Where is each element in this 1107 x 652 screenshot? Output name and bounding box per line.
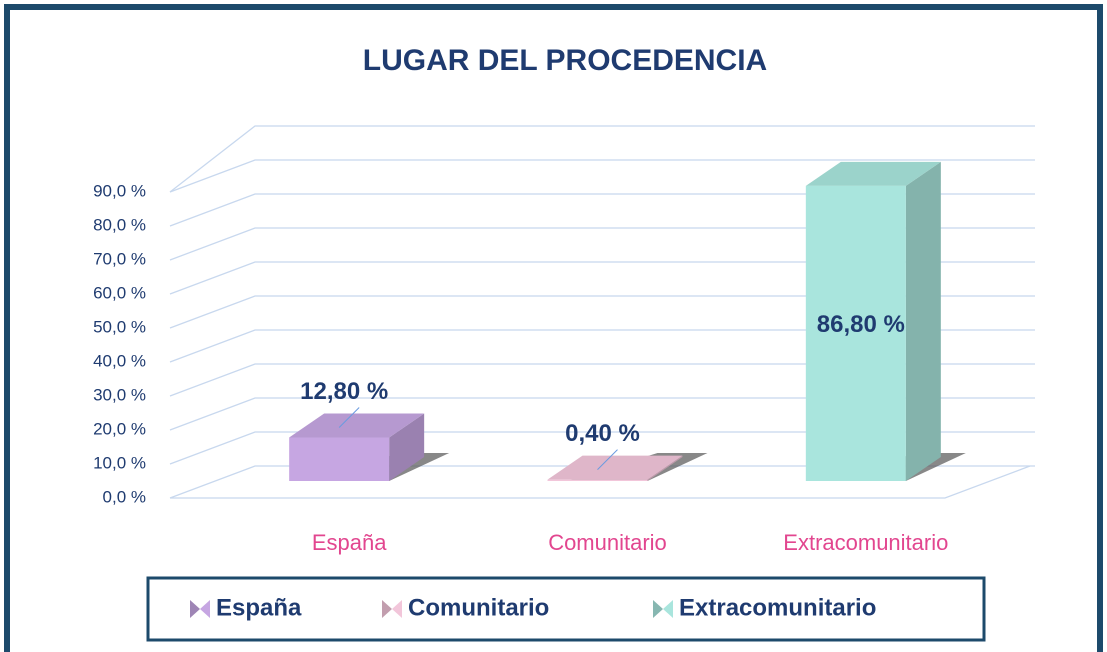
bar-top [289, 413, 425, 438]
bar-side [647, 455, 683, 481]
bar-side [905, 161, 941, 481]
grid-line [169, 227, 1035, 261]
legend-swatch [653, 600, 663, 618]
floor-edge [170, 465, 1031, 499]
y-tick-label: 40,0 % [93, 351, 146, 370]
data-label: 0,40 % [565, 420, 640, 447]
y-tick-label: 50,0 % [93, 317, 146, 336]
bar-front [805, 185, 906, 481]
grid-line [169, 329, 1035, 363]
bar-top [805, 161, 941, 186]
y-tick-label: 20,0 % [93, 419, 146, 438]
grid-line [169, 295, 1035, 329]
leader-line [597, 449, 618, 470]
bar [547, 453, 708, 481]
y-tick-label: 90,0 % [93, 181, 146, 200]
y-tick-label: 70,0 % [93, 249, 146, 268]
y-tick-label: 10,0 % [93, 453, 146, 472]
legend-swatch [663, 600, 673, 618]
grid-line [169, 193, 1035, 227]
grid-line [169, 159, 1035, 193]
data-label: 12,80 % [300, 378, 388, 405]
bar-front [289, 437, 390, 481]
legend-swatch [190, 600, 200, 618]
y-tick-label: 0,0 % [103, 487, 146, 506]
legend-box [146, 576, 986, 642]
grid-line [169, 397, 1035, 431]
x-tick-label: Extracomunitario [783, 530, 948, 555]
legend-label: Comunitario [408, 594, 549, 621]
bar [289, 413, 450, 481]
bar-top [547, 455, 683, 480]
grid-line [169, 465, 1035, 499]
grid-line [169, 363, 1035, 397]
grid-line [169, 261, 1035, 295]
bar-side [389, 413, 425, 481]
y-tick-label: 80,0 % [93, 215, 146, 234]
bar-front [547, 479, 648, 481]
legend-swatch [200, 600, 210, 618]
legend-swatch [392, 600, 402, 618]
wall-top [169, 125, 1035, 193]
grid-line [169, 431, 1035, 465]
x-tick-label: España [312, 530, 387, 555]
bar [805, 161, 966, 481]
y-tick-label: 30,0 % [93, 385, 146, 404]
leader-line [338, 407, 360, 428]
legend-swatch [382, 600, 392, 618]
chart-title: LUGAR DEL PROCEDENCIA [363, 44, 767, 77]
data-label: 86,80 % [817, 311, 905, 338]
x-tick-label: Comunitario [548, 530, 667, 555]
legend-label: España [216, 594, 302, 621]
y-tick-label: 60,0 % [93, 283, 146, 302]
legend-label: Extracomunitario [679, 594, 876, 621]
